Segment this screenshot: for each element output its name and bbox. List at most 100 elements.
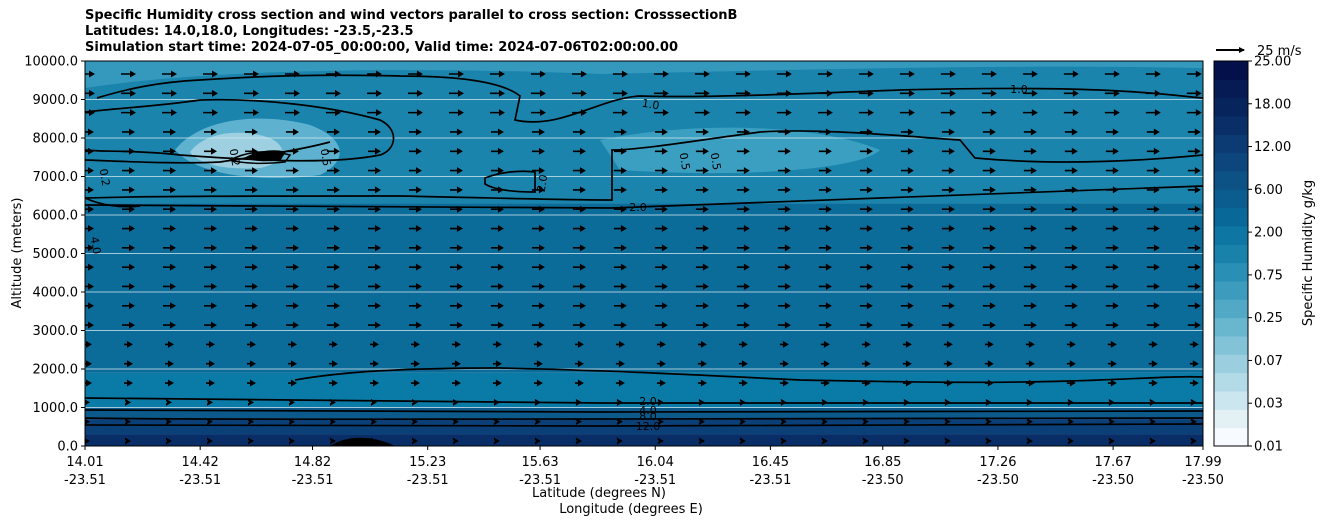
wind-vector bbox=[1187, 263, 1201, 271]
wind-vector bbox=[943, 360, 953, 368]
wind-vector bbox=[780, 398, 787, 406]
wind-vector bbox=[572, 302, 586, 310]
wind-vector bbox=[695, 282, 709, 290]
wind-vector bbox=[736, 282, 750, 290]
wind-vector bbox=[285, 167, 299, 175]
wind-vector bbox=[85, 167, 94, 175]
wind-vector bbox=[657, 418, 664, 426]
wind-vector bbox=[1066, 360, 1076, 368]
wind-vector bbox=[899, 109, 915, 117]
wind-vector bbox=[859, 186, 873, 194]
wind-vector bbox=[206, 398, 213, 406]
wind-vector bbox=[694, 70, 710, 78]
wind-vector bbox=[1187, 321, 1201, 329]
colorbar-band-14 bbox=[1214, 171, 1248, 190]
contour-label-8: 0.5 bbox=[318, 148, 334, 167]
wind-vector bbox=[1187, 282, 1201, 290]
wind-vector bbox=[326, 244, 340, 252]
humidity-field bbox=[85, 61, 1203, 446]
wind-vector bbox=[1190, 398, 1197, 406]
contour-line-5 bbox=[85, 185, 1203, 209]
wind-vector bbox=[408, 282, 422, 290]
wind-vector bbox=[982, 167, 996, 175]
wind-vector bbox=[776, 70, 792, 78]
colorbar-tick-label-6: 0.25 bbox=[1254, 311, 1283, 326]
wind-vector bbox=[612, 70, 628, 78]
wind-vector bbox=[941, 244, 955, 252]
y-tick-label-8: 8000.0 bbox=[33, 132, 79, 147]
wind-vector bbox=[820, 379, 830, 387]
wind-vector bbox=[246, 340, 256, 348]
wind-vector bbox=[656, 340, 666, 348]
wind-vector bbox=[326, 167, 340, 175]
wind-vector bbox=[739, 398, 746, 406]
wind-vector bbox=[531, 147, 545, 155]
wind-vector bbox=[736, 244, 750, 252]
y-tick-label-4: 4000.0 bbox=[33, 286, 79, 301]
wind-vector bbox=[777, 167, 791, 175]
wind-vector bbox=[285, 205, 299, 213]
wind-vector bbox=[1023, 263, 1037, 271]
wind-vector bbox=[85, 418, 90, 425]
y-tick-label-3: 3000.0 bbox=[33, 324, 79, 339]
wind-vector bbox=[531, 321, 545, 329]
wind-vector bbox=[490, 282, 504, 290]
wind-vector bbox=[1064, 186, 1078, 194]
wind-vector bbox=[738, 379, 748, 387]
x-tick-lon-8: -23.50 bbox=[977, 473, 1019, 488]
wind-vector bbox=[818, 244, 832, 252]
chart-title-line-2: Latitudes: 14.0,18.0, Longitudes: -23.5,… bbox=[85, 24, 414, 39]
wind-vector bbox=[449, 147, 463, 155]
wind-vector bbox=[572, 225, 586, 233]
wind-vector bbox=[982, 186, 996, 194]
wind-vector bbox=[818, 302, 832, 310]
wind-vector bbox=[162, 205, 176, 213]
contour-label-9: 0.5 bbox=[677, 152, 693, 171]
wind-vector bbox=[616, 398, 623, 406]
wind-vector bbox=[85, 340, 92, 348]
wind-vector bbox=[1190, 437, 1197, 445]
wind-vector bbox=[615, 340, 625, 348]
wind-vector bbox=[943, 379, 953, 387]
wind-vector bbox=[247, 437, 254, 445]
wind-vector bbox=[1026, 437, 1033, 445]
wind-vector bbox=[1146, 244, 1160, 252]
wind-vector bbox=[903, 437, 910, 445]
wind-vector bbox=[285, 225, 299, 233]
wind-vector bbox=[613, 147, 627, 155]
wind-vector bbox=[1022, 109, 1038, 117]
wind-vector bbox=[902, 340, 912, 348]
wind-vector bbox=[821, 437, 828, 445]
x-tick-lat-8: 17.26 bbox=[979, 455, 1016, 470]
wind-vector bbox=[903, 418, 910, 426]
wind-vector bbox=[85, 186, 94, 194]
gridlines bbox=[85, 61, 1203, 446]
wind-vector bbox=[244, 147, 258, 155]
wind-vector bbox=[1023, 282, 1037, 290]
wind-vector bbox=[695, 167, 709, 175]
wind-vector bbox=[572, 244, 586, 252]
wind-vector bbox=[985, 437, 992, 445]
wind-vector bbox=[489, 89, 505, 97]
wind-vector bbox=[202, 109, 218, 117]
wind-vector bbox=[654, 186, 668, 194]
wind-vector bbox=[161, 89, 177, 97]
wind-vector bbox=[206, 437, 213, 445]
wind-vector bbox=[1146, 302, 1160, 310]
wind-vector bbox=[489, 70, 505, 78]
wind-vector bbox=[449, 302, 463, 310]
y-tick-label-6: 6000.0 bbox=[33, 209, 79, 224]
wind-vector bbox=[533, 340, 543, 348]
wind-vector bbox=[1187, 186, 1201, 194]
wind-vector bbox=[367, 263, 381, 271]
wind-vector bbox=[1146, 282, 1160, 290]
wind-vector bbox=[448, 70, 464, 78]
wind-vector bbox=[1105, 128, 1119, 136]
wind-vector bbox=[285, 321, 299, 329]
colorbar-band-0 bbox=[1214, 427, 1248, 447]
wind-vector bbox=[982, 321, 996, 329]
wind-vector bbox=[326, 205, 340, 213]
wind-vector bbox=[736, 186, 750, 194]
x-tick-lon-0: -23.51 bbox=[64, 473, 106, 488]
quiver-key-label: 25 m/s bbox=[1257, 44, 1302, 59]
